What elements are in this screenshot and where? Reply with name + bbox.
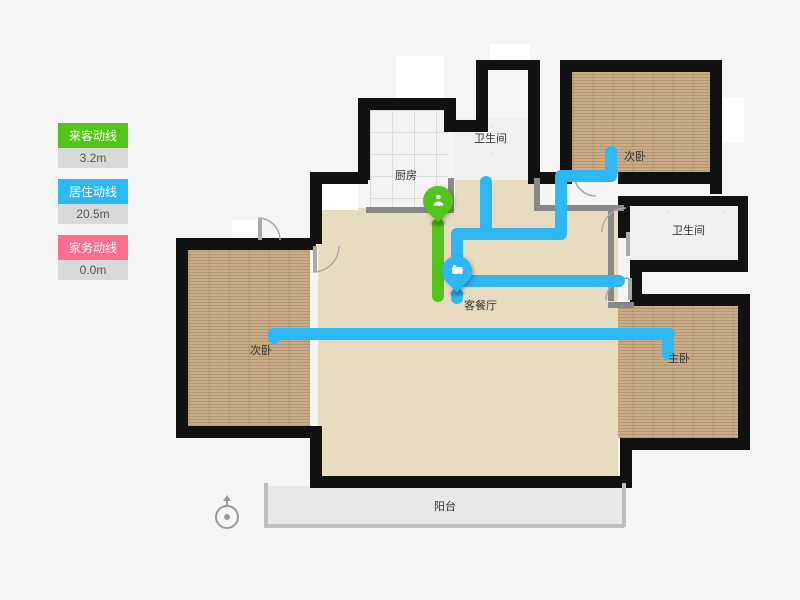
- room-bedroom-right: [612, 304, 740, 438]
- compass-icon: [212, 497, 242, 537]
- wall-ext: [560, 60, 720, 72]
- marker-person: [423, 186, 453, 224]
- living-path-seg: [605, 146, 617, 182]
- legend-label: 居住动线: [58, 179, 128, 204]
- door-leaf: [313, 246, 317, 272]
- wall-balcony: [622, 483, 626, 527]
- wall-ext: [528, 60, 540, 182]
- living-path-seg: [480, 176, 492, 234]
- room-gap-top-center: [490, 44, 530, 60]
- wall-ext: [176, 238, 188, 426]
- room-gap-side-left: [320, 180, 358, 210]
- wall-ext: [630, 260, 748, 272]
- label-living: 客餐厅: [464, 297, 497, 313]
- wall-ext: [560, 60, 572, 184]
- marker-bed: [442, 256, 472, 294]
- legend-label: 家务动线: [58, 235, 128, 260]
- legend-item: 来客动线3.2m: [58, 123, 128, 168]
- label-bed_top: 次卧: [624, 148, 646, 164]
- wall-ext: [620, 438, 750, 450]
- living-path-seg: [451, 328, 675, 340]
- wall-ext: [618, 172, 722, 184]
- wall-ext: [358, 98, 370, 180]
- label-kitchen: 厨房: [395, 167, 417, 183]
- legend-value: 0.0m: [58, 260, 128, 280]
- living-path-seg: [268, 328, 464, 340]
- wall-ext: [618, 196, 746, 206]
- legend-value: 3.2m: [58, 148, 128, 168]
- door-leaf: [628, 278, 632, 300]
- label-bed_left: 次卧: [250, 342, 272, 358]
- door-leaf: [258, 218, 262, 240]
- door-leaf: [626, 232, 630, 256]
- wall-ext: [358, 98, 456, 110]
- wall-balcony: [264, 483, 268, 527]
- label-bed_right: 主卧: [668, 350, 690, 366]
- wall-ext: [738, 196, 748, 268]
- living-path-seg: [451, 228, 567, 240]
- living-path-seg: [451, 275, 625, 287]
- wall-balcony: [264, 524, 624, 528]
- legend-label: 来客动线: [58, 123, 128, 148]
- room-living-ext: [455, 180, 535, 210]
- label-balcony: 阳台: [434, 498, 456, 514]
- label-bath1: 卫生间: [474, 130, 507, 146]
- wall-ext: [310, 476, 632, 488]
- legend-item: 家务动线0.0m: [58, 235, 128, 280]
- legend-item: 居住动线20.5m: [58, 179, 128, 224]
- room-gap-top-left: [396, 56, 444, 98]
- wall-ext: [176, 426, 322, 438]
- label-bath2: 卫生间: [672, 222, 705, 238]
- wall-ext: [738, 294, 750, 450]
- room-gap-top-right: [722, 98, 744, 142]
- legend-value: 20.5m: [58, 204, 128, 224]
- wall-ext: [476, 60, 488, 132]
- wall-ext: [476, 60, 536, 70]
- room-living: [318, 208, 618, 478]
